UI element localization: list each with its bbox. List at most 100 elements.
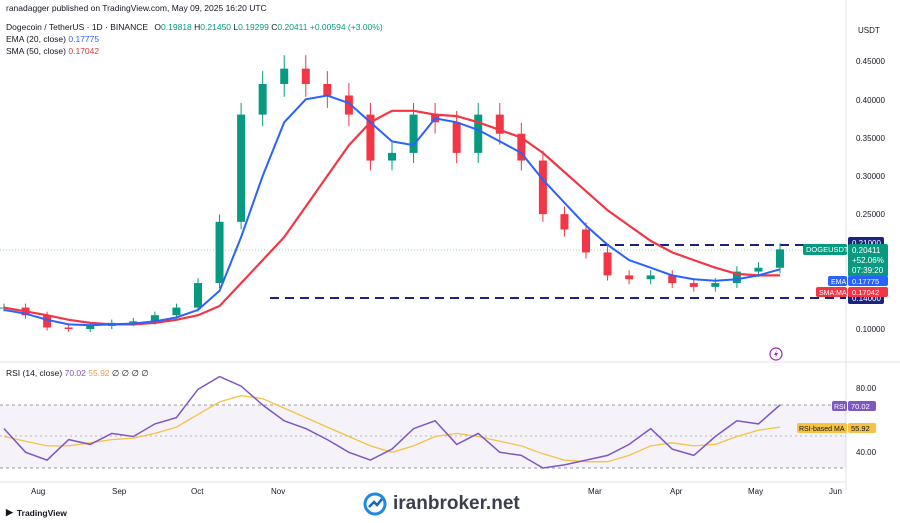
sma-tag: [816, 287, 847, 297]
symbol-line: Dogecoin / TetherUS · 1D · BINANCE O0.19…: [6, 22, 383, 32]
candle-body[interactable]: [366, 114, 375, 161]
time-tick: Oct: [191, 487, 204, 496]
candle-body[interactable]: [280, 68, 289, 84]
ema-legend: EMA (20, close) 0.17775: [6, 34, 99, 44]
ohlc-c-label: C: [271, 22, 278, 32]
price-tick: 0.25000: [856, 210, 885, 219]
time-tick: May: [748, 487, 763, 496]
ohlc-c: 0.20411: [277, 22, 308, 32]
price-tick: 0.35000: [856, 134, 885, 143]
candle-body[interactable]: [344, 95, 353, 115]
rsi-ma-tag-value: 55.92: [851, 424, 870, 433]
candle-body[interactable]: [732, 271, 741, 284]
candle-body[interactable]: [776, 249, 784, 268]
publish-info: ranadagger published on TradingView.com,…: [6, 3, 267, 13]
symbol-tag: [803, 244, 847, 255]
symbol-title: Dogecoin / TetherUS · 1D · BINANCE: [6, 22, 149, 32]
candle-body[interactable]: [86, 325, 95, 329]
candle-body[interactable]: [194, 283, 202, 308]
candle-body[interactable]: [517, 133, 526, 161]
broker-logo-icon: [363, 492, 387, 516]
time-tick: Aug: [31, 487, 45, 496]
candle-body[interactable]: [538, 160, 547, 215]
candle-body[interactable]: [323, 83, 332, 96]
ohlc-change: +0.00594 (+3.00%): [309, 22, 383, 32]
ema-legend-value: 0.17775: [68, 34, 100, 44]
candle-body[interactable]: [172, 307, 181, 316]
time-tick: Mar: [588, 487, 602, 496]
rsi-legend-value: 70.02: [64, 368, 86, 378]
candle-body[interactable]: [711, 283, 720, 287]
alert-bolt-icon[interactable]: [769, 347, 783, 361]
price-tag: [848, 244, 888, 277]
sma-legend: SMA (50, close) 0.17042: [6, 46, 99, 56]
tradingview-icon: ▶: [6, 507, 13, 517]
candle-body[interactable]: [43, 315, 52, 328]
candles-group: [0, 55, 784, 333]
rsi-ma-line: [3, 394, 781, 463]
rsi-tick: 40.00: [856, 448, 877, 457]
ohlc-l: 0.19299: [238, 22, 269, 32]
candle-body[interactable]: [215, 221, 224, 284]
rsi-tick: 80.00: [856, 384, 877, 393]
candle-body[interactable]: [560, 214, 569, 230]
candle-body[interactable]: [409, 114, 418, 153]
time-tick: Sep: [112, 487, 127, 496]
rsi-legend: RSI (14, close) 70.02 55.92 ∅ ∅ ∅ ∅: [6, 368, 149, 379]
rsi-tag-name: RSI: [834, 404, 846, 411]
rsi-band: [0, 405, 846, 468]
price-tick: 0.45000: [856, 57, 885, 66]
rsi-legend-zeros: ∅ ∅ ∅ ∅: [111, 368, 149, 378]
tradingview-logo[interactable]: ▶ TradingView: [6, 507, 67, 518]
ema-tag-value: 0.17775: [852, 277, 879, 286]
candle-body[interactable]: [668, 275, 677, 284]
candle-body[interactable]: [301, 68, 310, 84]
ema-tag-name: EMA: [831, 279, 847, 286]
rsi-tag-value: 70.02: [851, 402, 870, 411]
ema-line: [3, 94, 781, 327]
price-tick: 0.30000: [856, 172, 885, 181]
rsi-tag-value-box: [848, 401, 876, 411]
support-tag-text: 0.14000: [852, 294, 881, 303]
ohlc-o: 0.19818: [161, 22, 192, 32]
time-tick: Nov: [271, 487, 285, 496]
rsi-ma-tag: [797, 423, 847, 433]
candle-body[interactable]: [603, 252, 612, 276]
ema-tag: [828, 276, 847, 286]
ohlc-h-label: H: [194, 22, 201, 32]
candle-body[interactable]: [150, 315, 159, 322]
symbol-tag-text: DOGEUSDT: [806, 245, 849, 254]
rsi-line: [3, 375, 781, 469]
candle-body[interactable]: [646, 275, 655, 280]
candle-body[interactable]: [452, 122, 461, 153]
rsi-tag: [832, 401, 847, 411]
price-tag-pct: +52.06%: [852, 256, 884, 265]
watermark: iranbroker.net: [363, 492, 520, 516]
price-tag-countdown: 07:39:20: [852, 266, 884, 275]
candle-body[interactable]: [754, 267, 763, 272]
ohlc-h: 0.21450: [200, 22, 232, 32]
candle-body[interactable]: [129, 321, 138, 323]
candle-body[interactable]: [258, 83, 267, 115]
candle-body[interactable]: [495, 114, 504, 134]
time-tick: Jun: [829, 487, 842, 496]
tradingview-label: TradingView: [16, 507, 67, 518]
candle-body[interactable]: [625, 275, 634, 280]
candle-body[interactable]: [474, 114, 483, 153]
ema-legend-label: EMA (20, close): [6, 34, 66, 44]
sma-legend-value: 0.17042: [68, 46, 100, 56]
candle-body[interactable]: [237, 114, 246, 222]
sma-tag-value: 0.17042: [852, 288, 879, 297]
rsi-legend-label: RSI (14, close): [6, 368, 63, 378]
currency-label: USDT: [858, 26, 880, 35]
candle-body[interactable]: [64, 327, 73, 329]
sma-tag-name: SMA:MA: [819, 290, 847, 297]
ohlc-l-label: L: [233, 22, 239, 32]
candle-body[interactable]: [582, 229, 590, 253]
rsi-ma-tag-name: RSI-based MA: [799, 426, 845, 433]
time-tick: Apr: [670, 487, 683, 496]
candle-body[interactable]: [689, 283, 698, 287]
ohlc-o-label: O: [154, 22, 162, 32]
candle-body[interactable]: [388, 152, 396, 161]
